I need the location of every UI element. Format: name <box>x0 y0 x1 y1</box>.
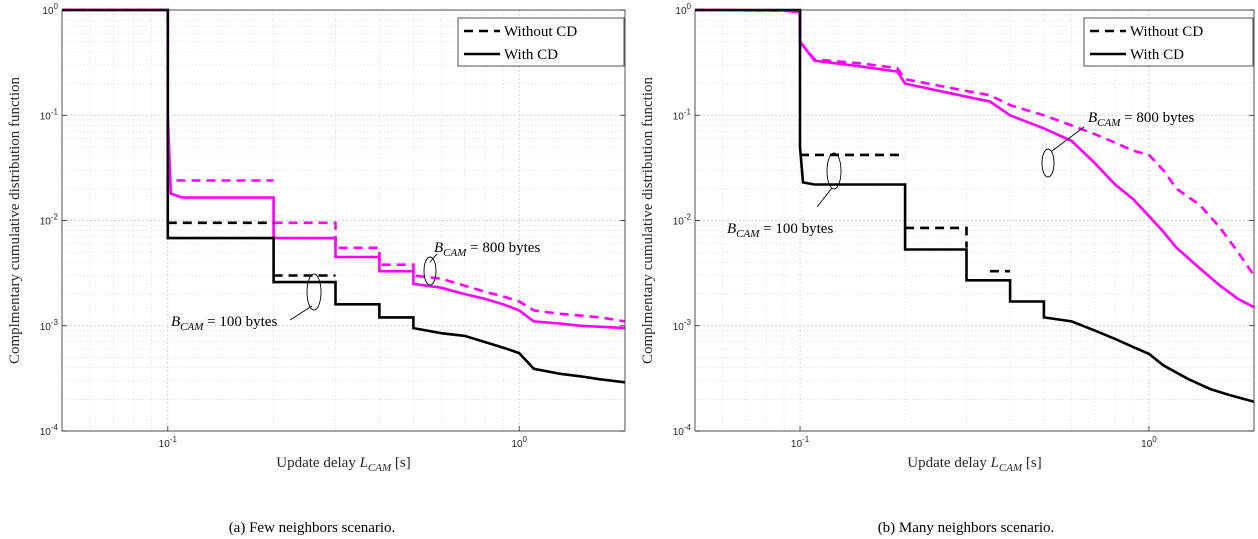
annotation-leader <box>429 253 438 263</box>
series-line-100-bytes-with-cd <box>695 8 1255 403</box>
y-tick-label: 10-4 <box>673 423 692 438</box>
series-line-100-bytes-without-cd <box>905 226 968 248</box>
annotation-ellipse <box>306 273 322 311</box>
annotation-leader <box>289 305 313 321</box>
x-tick-label: 100 <box>511 435 527 450</box>
x-tick-label: 10-1 <box>791 435 810 450</box>
annotation-leader <box>1051 126 1085 152</box>
legend-box <box>1083 17 1254 67</box>
y-tick-label: 10-3 <box>673 318 692 333</box>
annotation-label: BCAM = 800 bytes <box>434 240 540 259</box>
annotation: BCAM = 800 bytes <box>1041 110 1194 178</box>
y-tick-label: 10-2 <box>40 213 59 228</box>
legend-label: With CD <box>504 47 558 63</box>
x-tick-label: 10-1 <box>159 435 178 450</box>
annotation: BCAM = 100 bytes <box>727 152 842 240</box>
annotation-leader <box>816 187 833 208</box>
series-line-800-bytes-with-cd <box>62 8 626 330</box>
series-group <box>694 8 1256 403</box>
chart-panel-a: 10-4 10-3 10-2 10-1 100 10-1 100 Update delay L… <box>7 2 626 536</box>
y-tick-label: 100 <box>675 2 691 17</box>
y-axis-label: Complmentary cumulative distribution fun… <box>7 76 23 364</box>
annotation: BCAM = 100 bytes <box>171 273 322 333</box>
annotation-label: BCAM = 800 bytes <box>1088 110 1194 129</box>
legend-box <box>457 17 625 67</box>
annotation-ellipse <box>423 256 437 286</box>
series-line-100-bytes-with-cd <box>62 8 626 384</box>
panel-caption: (b) Many neighbors scenario. <box>878 520 1055 536</box>
legend: Without CD With CD <box>457 17 625 67</box>
series-line-800-bytes-with-cd <box>694 8 1255 309</box>
x-axis-label: Update delay LCAM [s] <box>907 455 1041 474</box>
legend-label: Without CD <box>504 24 577 40</box>
legend-label: With CD <box>1130 47 1184 63</box>
annotation-label: BCAM = 100 bytes <box>171 314 277 333</box>
y-tick-label: 10-1 <box>673 107 692 122</box>
x-tick-label: 100 <box>1141 435 1157 450</box>
annotation: BCAM = 800 bytes <box>423 240 540 286</box>
y-axis-label: Complmentary cumulative distribution fun… <box>640 76 656 364</box>
series-line-800-bytes-without-cd <box>273 221 626 323</box>
chart-panel-b: 10-4 10-3 10-2 10-1 100 10-1 100 Update delay L… <box>640 2 1256 536</box>
annotation-ellipse <box>1041 148 1055 178</box>
y-tick-label: 10-1 <box>40 107 59 122</box>
y-tick-label: 10-4 <box>40 423 59 438</box>
y-tick-label: 100 <box>42 2 58 17</box>
series-line-800-bytes-without-cd <box>694 8 1256 277</box>
annotation-ellipse <box>826 152 842 190</box>
legend-label: Without CD <box>1130 24 1203 40</box>
panel-caption: (a) Few neighbors scenario. <box>229 520 396 536</box>
x-axis-label: Update delay LCAM [s] <box>276 455 410 474</box>
y-tick-label: 10-3 <box>40 318 59 333</box>
y-tick-label: 10-2 <box>673 213 692 228</box>
legend: Without CD With CD <box>1083 17 1254 67</box>
annotation-label: BCAM = 100 bytes <box>727 221 833 240</box>
